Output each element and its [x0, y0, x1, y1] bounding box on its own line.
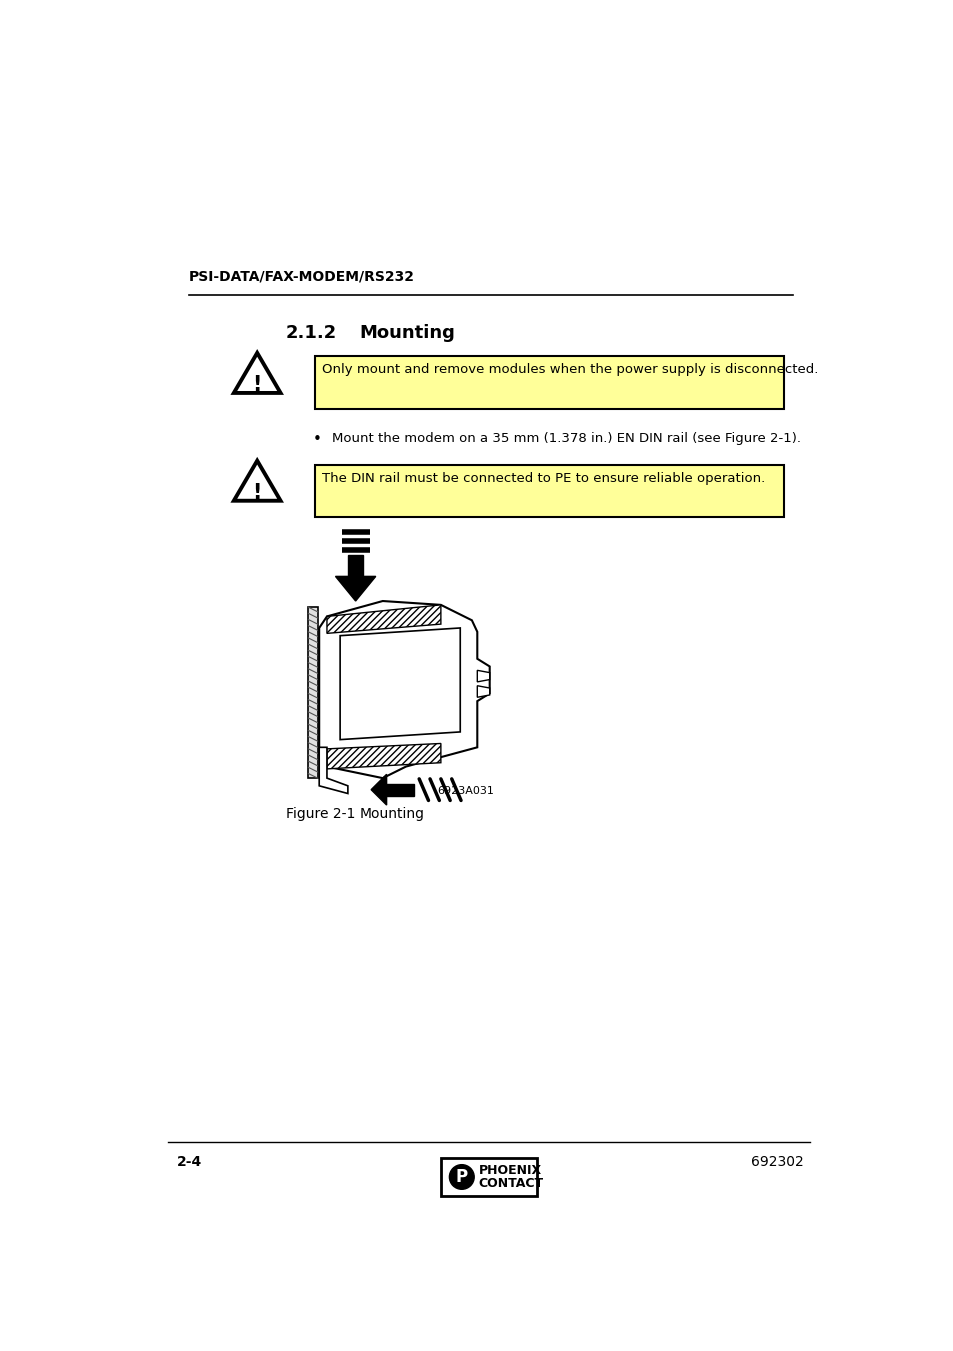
Text: 2-4: 2-4 — [177, 1155, 202, 1170]
Text: CONTACT: CONTACT — [478, 1178, 543, 1190]
Text: Mounting: Mounting — [359, 807, 424, 820]
Text: Figure 2-1: Figure 2-1 — [286, 807, 355, 820]
Polygon shape — [233, 461, 280, 501]
Polygon shape — [233, 353, 280, 393]
Text: !: ! — [253, 376, 262, 396]
FancyBboxPatch shape — [440, 1158, 537, 1196]
Text: Only mount and remove modules when the power supply is disconnected.: Only mount and remove modules when the p… — [321, 363, 817, 376]
Polygon shape — [327, 743, 440, 769]
Text: PSI-DATA/FAX-MODEM/RS232: PSI-DATA/FAX-MODEM/RS232 — [189, 270, 415, 284]
Polygon shape — [335, 577, 375, 601]
Text: •: • — [313, 431, 321, 447]
Circle shape — [449, 1165, 474, 1189]
FancyBboxPatch shape — [315, 357, 783, 408]
Text: 692302: 692302 — [750, 1155, 802, 1170]
Text: The DIN rail must be connected to PE to ensure reliable operation.: The DIN rail must be connected to PE to … — [321, 471, 764, 485]
Polygon shape — [348, 555, 363, 577]
Text: 2.1.2: 2.1.2 — [286, 324, 336, 342]
FancyBboxPatch shape — [308, 607, 317, 778]
FancyBboxPatch shape — [315, 465, 783, 517]
Polygon shape — [476, 686, 489, 697]
Text: Mount the modem on a 35 mm (1.378 in.) EN DIN rail (see Figure 2-1).: Mount the modem on a 35 mm (1.378 in.) E… — [332, 431, 801, 444]
Polygon shape — [382, 784, 414, 796]
Text: !: ! — [253, 484, 262, 503]
Polygon shape — [319, 747, 348, 793]
Polygon shape — [319, 601, 489, 778]
Text: PHOENIX: PHOENIX — [478, 1165, 541, 1177]
Polygon shape — [340, 628, 459, 739]
Text: Mounting: Mounting — [359, 324, 455, 342]
Polygon shape — [476, 670, 489, 682]
Polygon shape — [371, 774, 386, 805]
Polygon shape — [327, 605, 440, 634]
Text: 6923A031: 6923A031 — [436, 786, 494, 796]
Text: P: P — [456, 1169, 467, 1186]
